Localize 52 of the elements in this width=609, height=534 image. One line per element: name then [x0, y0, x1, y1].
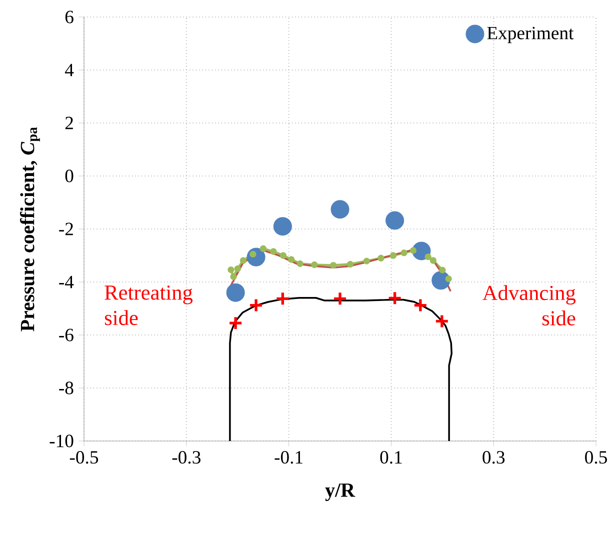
point	[445, 275, 452, 282]
point	[400, 250, 408, 256]
point	[332, 291, 348, 306]
point	[390, 252, 397, 259]
x-tick-label: -0.5	[70, 451, 98, 464]
point	[330, 200, 350, 219]
point	[387, 290, 402, 306]
point	[410, 247, 417, 254]
point	[288, 256, 295, 263]
point	[273, 217, 292, 236]
y-tick-label: -4	[59, 276, 74, 288]
x-axis-title: y/R	[325, 484, 356, 502]
point	[248, 298, 264, 313]
point	[363, 258, 370, 264]
annotation: Retreating side	[104, 285, 193, 326]
y-tick-label: -6	[59, 328, 74, 342]
point	[296, 260, 304, 268]
point	[260, 245, 267, 252]
annotation: Advancing side	[482, 285, 576, 326]
y-tick-label: -2	[59, 222, 73, 236]
point	[378, 254, 384, 262]
x-tick-label: 0.3	[482, 451, 505, 464]
point	[434, 314, 450, 329]
point	[234, 265, 241, 272]
legend-label: Experiment	[487, 26, 574, 44]
point	[386, 211, 404, 230]
x-tick-label: 0.1	[380, 451, 402, 464]
point	[413, 298, 428, 313]
y-tick-label: -10	[50, 434, 74, 448]
y-axis-title: Pressure coefficient, C$_{pa}$	[20, 127, 40, 332]
x-tick-label: -0.3	[172, 451, 200, 464]
point	[439, 266, 446, 274]
point	[430, 257, 437, 264]
point	[424, 253, 432, 260]
point	[311, 261, 318, 268]
point	[228, 266, 234, 274]
x-tick-label: 0.5	[585, 451, 607, 464]
point	[226, 283, 245, 302]
point	[270, 248, 277, 255]
x-tick-label: -0.1	[274, 451, 302, 464]
point	[230, 273, 237, 280]
y-tick-label: 0	[65, 170, 74, 182]
point	[228, 316, 243, 330]
point	[240, 257, 247, 264]
point	[280, 252, 287, 259]
y-tick-label: 2	[65, 116, 73, 130]
y-tick-label: -8	[59, 382, 74, 394]
y-tick-label: 6	[65, 10, 74, 24]
point	[330, 262, 337, 269]
y-tick-label: 4	[64, 64, 74, 76]
point	[346, 260, 354, 268]
point	[275, 291, 290, 306]
